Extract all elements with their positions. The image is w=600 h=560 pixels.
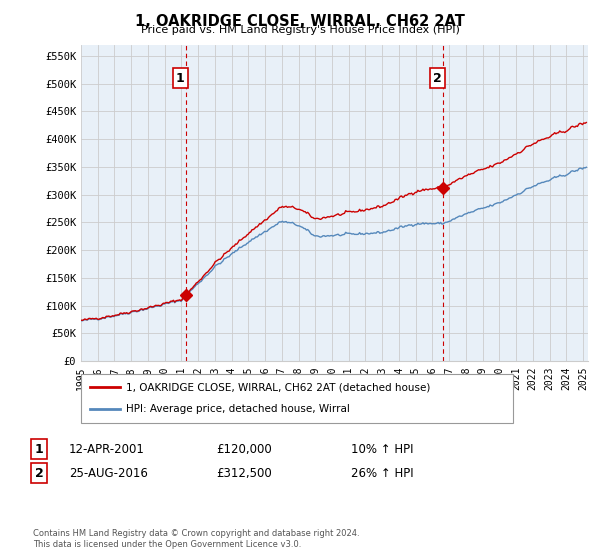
Text: £120,000: £120,000 [216,442,272,456]
Text: 1, OAKRIDGE CLOSE, WIRRAL, CH62 2AT: 1, OAKRIDGE CLOSE, WIRRAL, CH62 2AT [135,14,465,29]
Text: 1: 1 [176,72,185,85]
Text: 10% ↑ HPI: 10% ↑ HPI [351,442,413,456]
Text: HPI: Average price, detached house, Wirral: HPI: Average price, detached house, Wirr… [126,404,350,414]
Text: This data is licensed under the Open Government Licence v3.0.: This data is licensed under the Open Gov… [33,540,301,549]
Text: 2: 2 [35,466,43,480]
Text: 25-AUG-2016: 25-AUG-2016 [69,466,148,480]
Text: £312,500: £312,500 [216,466,272,480]
Text: 12-APR-2001: 12-APR-2001 [69,442,145,456]
Text: Contains HM Land Registry data © Crown copyright and database right 2024.: Contains HM Land Registry data © Crown c… [33,529,359,538]
Text: Price paid vs. HM Land Registry's House Price Index (HPI): Price paid vs. HM Land Registry's House … [140,25,460,35]
Text: 1, OAKRIDGE CLOSE, WIRRAL, CH62 2AT (detached house): 1, OAKRIDGE CLOSE, WIRRAL, CH62 2AT (det… [126,382,430,393]
Text: 26% ↑ HPI: 26% ↑ HPI [351,466,413,480]
Text: 1: 1 [35,442,43,456]
Text: 2: 2 [433,72,442,85]
